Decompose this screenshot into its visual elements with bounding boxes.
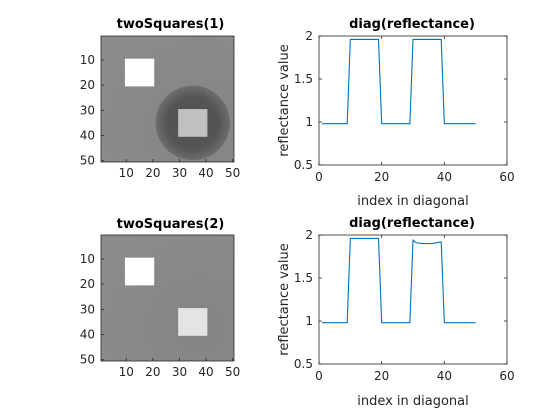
x-tick-label: 40: [437, 369, 452, 383]
y-tick-label: 1.5: [294, 271, 313, 285]
x-tick-label: 20: [145, 166, 160, 180]
x-tick-label: 20: [374, 369, 389, 383]
plot-frame: [318, 35, 508, 166]
plot-area: 0 20 40 60 0.5 1 1.5 2: [294, 228, 515, 383]
y-tick-label: 50: [80, 154, 95, 168]
series-line: [322, 38, 476, 125]
plot-area: 0 20 40 60 0.5 1 1.5 2: [294, 29, 515, 184]
image-panel-1: twoSquares(1) 10 20 30 40 50 10 20 30 40 50: [80, 17, 241, 180]
x-tick-label: 20: [145, 365, 160, 379]
y-tick-label: 50: [80, 353, 95, 367]
y-tick-label: 1.5: [294, 72, 313, 86]
image-frame: [100, 234, 235, 362]
image-area: [101, 235, 234, 361]
image-panel-2: twoSquares(2) 10 20 30 40 50 10 20 30 40 50: [80, 217, 241, 379]
y-tick-label: 10: [80, 53, 95, 67]
y-tick-label: 2: [305, 228, 313, 242]
y-tick-label: 40: [80, 129, 95, 143]
image-frame: [100, 35, 235, 163]
x-axis-label: index in diagonal: [357, 394, 469, 409]
x-tick-label: 50: [225, 166, 240, 180]
bright-square: [124, 257, 155, 286]
plot-frame: [318, 234, 508, 365]
x-tick-label: 40: [198, 166, 213, 180]
x-tick-label: 30: [172, 365, 187, 379]
x-tick-label: 20: [374, 170, 389, 184]
line-panel-2: diag(reflectance) 0 20 40 60 0.5 1 1.5 2 index …: [277, 216, 515, 409]
tick-labels: 10 20 30 40 50 10 20 30 40 50: [80, 53, 241, 180]
x-tick-label: 40: [437, 170, 452, 184]
chart-title: twoSquares(1): [117, 17, 225, 32]
y-tick-label: 10: [80, 252, 95, 266]
image-area: [101, 36, 234, 162]
x-tick-label: 10: [119, 365, 134, 379]
line-panel-1: diag(reflectance) 0 20 40 60 0.5 1 1.5 2 index …: [277, 17, 515, 209]
y-tick-label: 0.5: [294, 357, 313, 371]
x-tick-label: 60: [499, 170, 514, 184]
x-tick-label: 60: [499, 369, 514, 383]
x-tick-label: 0: [315, 369, 323, 383]
y-tick-label: 30: [80, 302, 95, 316]
x-tick-label: 0: [315, 170, 323, 184]
bright-square: [178, 109, 208, 137]
y-tick-label: 2: [305, 29, 313, 43]
image-shading: [101, 235, 234, 361]
chart-title: twoSquares(2): [117, 217, 225, 232]
bright-square: [178, 308, 208, 336]
y-tick-label: 1: [305, 115, 313, 129]
x-tick-label: 50: [225, 365, 240, 379]
y-tick-label: 30: [80, 103, 95, 117]
x-tick-label: 30: [172, 166, 187, 180]
x-tick-label: 40: [198, 365, 213, 379]
y-tick-label: 0.5: [294, 158, 313, 172]
x-axis-label: index in diagonal: [357, 194, 469, 209]
chart-title: diag(reflectance): [349, 17, 475, 32]
y-tick-label: 40: [80, 328, 95, 342]
y-axis-label: reflectance value: [277, 243, 292, 355]
y-tick-label: 1: [305, 314, 313, 328]
chart-title: diag(reflectance): [349, 216, 475, 231]
series-line: [322, 237, 476, 324]
tick-labels: 10 20 30 40 50 10 20 30 40 50: [80, 252, 241, 379]
y-tick-label: 20: [80, 78, 95, 92]
y-tick-label: 20: [80, 277, 95, 291]
bright-square: [124, 58, 155, 87]
y-axis-label: reflectance value: [277, 44, 292, 156]
x-tick-label: 10: [119, 166, 134, 180]
